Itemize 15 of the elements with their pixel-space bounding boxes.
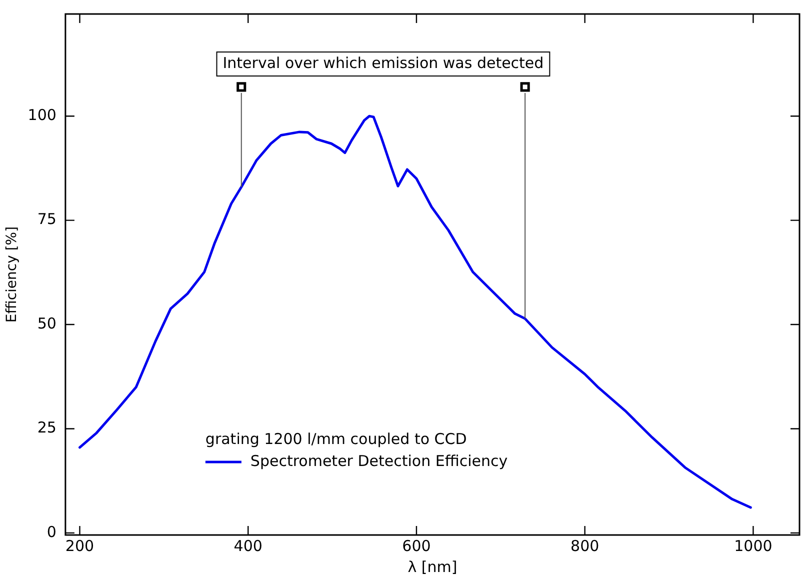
y-tick-label: 75 [37, 210, 56, 228]
annotation: grating 1200 l/mm coupled to CCD [205, 430, 467, 448]
x-tick-label: 200 [65, 536, 94, 555]
y-tick-label: 50 [37, 314, 56, 332]
y-tick-label: 25 [37, 418, 56, 437]
y-tick-label: 100 [28, 106, 56, 124]
y-tick-label: 0 [46, 522, 56, 541]
x-tick-label: 400 [234, 536, 262, 555]
y-axis-title: Efficiency [%] [4, 226, 20, 323]
x-tick-label: 1000 [734, 536, 772, 555]
x-tick-label: 600 [402, 536, 431, 555]
legend-label: Spectrometer Detection Efficiency [250, 452, 508, 470]
x-axis-title: λ [nm] [408, 558, 458, 576]
x-tick-label: 800 [570, 536, 600, 555]
annotation: Interval over which emission was detected [222, 54, 544, 72]
